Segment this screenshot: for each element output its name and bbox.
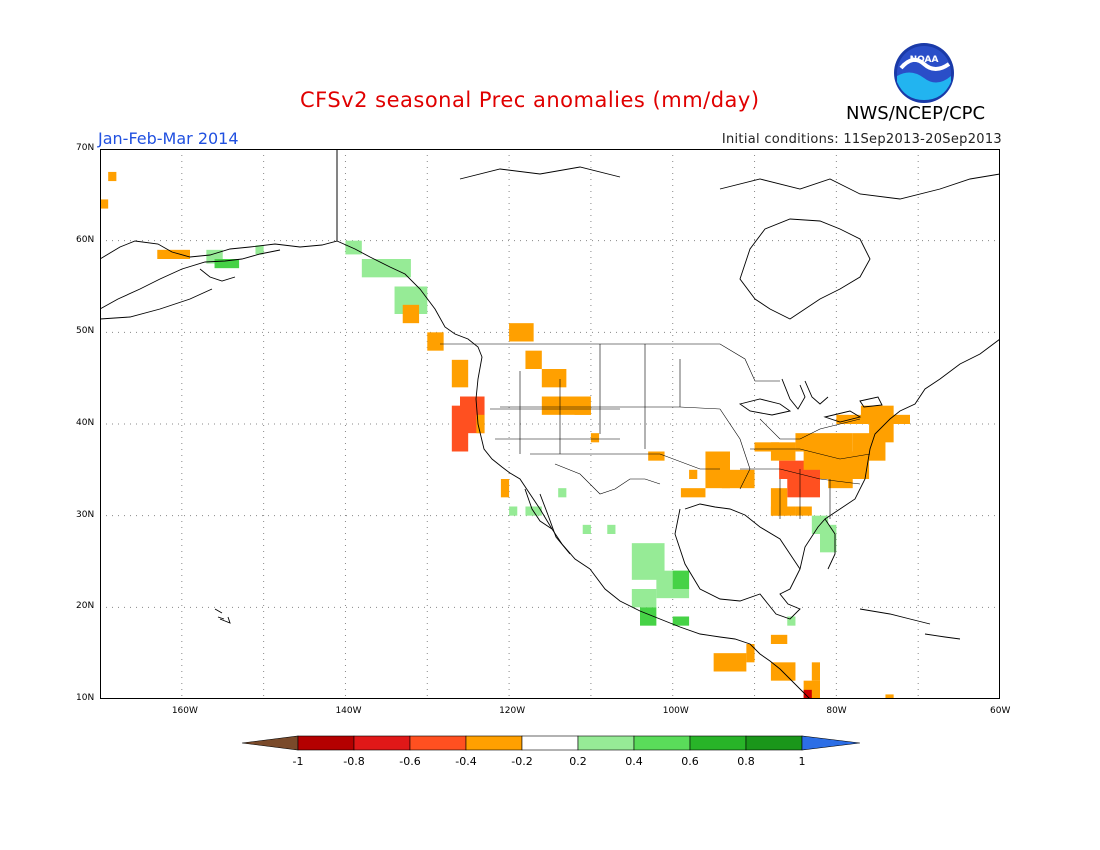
anomaly-cell-wet-medium — [214, 259, 240, 269]
anomaly-cell-dry-weak — [869, 424, 894, 443]
anomaly-cell-dry-weak — [754, 442, 780, 452]
colorbar-label: -0.8 — [343, 755, 364, 768]
anomaly-cell-dry-weak — [525, 350, 542, 369]
lat-label: 30N — [76, 509, 95, 520]
colorbar-segment — [521, 735, 579, 751]
organization-label: NWS/NCEP/CPC — [846, 103, 986, 124]
anomaly-cell-dry-weak — [713, 653, 747, 672]
colorbar-label: 1 — [799, 755, 806, 768]
anomaly-cell-wet-weak — [345, 240, 362, 255]
lat-label: 40N — [76, 418, 95, 428]
forecast-period: Jan-Feb-Mar 2014 — [98, 129, 239, 148]
colorbar-label: -1 — [293, 755, 304, 768]
lon-label: 140W — [335, 706, 362, 716]
anomaly-cell-dry-weak — [795, 433, 853, 452]
political-borders — [336, 149, 871, 519]
anomaly-cell-dry-weak — [427, 332, 444, 351]
colorbar-segment — [745, 735, 803, 751]
anomaly-cell-dry-strong — [803, 689, 812, 699]
anomaly-cell-dry-weak — [885, 694, 894, 699]
colorbar-segment — [353, 735, 411, 751]
noaa-logo: NOAA — [894, 43, 954, 103]
colorbar-label: 0.4 — [625, 755, 643, 768]
anomaly-cell-dry-weak — [402, 304, 420, 324]
colorbar-segment — [465, 735, 523, 751]
lon-label: 120W — [499, 706, 526, 716]
svg-text:NOAA: NOAA — [910, 55, 939, 65]
anomaly-cell-dry-weak — [574, 405, 591, 415]
anomaly-cell-wet-weak — [582, 524, 591, 534]
coastlines — [100, 149, 1000, 699]
anomaly-cell-dry-weak — [451, 359, 469, 388]
anomaly-cell-wet-weak — [631, 589, 657, 608]
precipitation-anomaly-map — [100, 149, 1000, 699]
anomaly-cell-dry-weak — [828, 469, 853, 489]
anomaly-cell-dry-weak — [746, 644, 755, 663]
anomaly-cell-dry-weak — [100, 199, 109, 209]
anomaly-cells — [100, 171, 910, 699]
lon-label: 100W — [662, 706, 689, 716]
colorbar-label: -0.2 — [511, 755, 532, 768]
anomaly-cell-dry-weak — [648, 451, 665, 461]
anomaly-cell-dry-weak — [885, 414, 910, 424]
lon-label: 160W — [171, 706, 198, 716]
lat-label: 10N — [76, 693, 95, 703]
anomaly-cell-dry-weak — [108, 171, 117, 182]
anomaly-cell-dry-weak — [476, 414, 485, 434]
lat-label: 60N — [76, 234, 95, 245]
colorbar-segment — [297, 735, 355, 751]
lon-label: 80W — [826, 706, 847, 716]
colorbar-segment — [409, 735, 467, 751]
colorbar-segment — [633, 735, 691, 751]
anomaly-cell-dry-weak — [811, 662, 820, 681]
lat-label: 50N — [76, 326, 95, 337]
anomaly-cell-dry-weak — [590, 433, 600, 443]
colorbar-label: 0.8 — [737, 755, 755, 768]
anomaly-cell-dry-weak — [795, 506, 812, 516]
map-title: CFSv2 seasonal Prec anomalies (mm/day) — [300, 88, 760, 112]
anomaly-cell-dry-medium — [787, 479, 820, 498]
anomaly-cell-dry-weak — [770, 442, 796, 461]
anomaly-cell-dry-weak — [509, 323, 534, 342]
colorbar-end-low — [241, 735, 299, 751]
anomaly-cell-dry-weak — [689, 469, 698, 479]
anomaly-cell-dry-medium — [451, 405, 469, 452]
colorbar-label: 0.6 — [681, 755, 699, 768]
anomaly-cell-wet-medium — [640, 607, 657, 626]
lon-label: 60W — [990, 706, 1011, 716]
initial-conditions: Initial conditions: 11Sep2013-20Sep2013 — [721, 132, 1002, 147]
colorbar-label: -0.6 — [399, 755, 420, 768]
anomaly-cell-dry-weak — [541, 369, 567, 388]
anomaly-cell-wet-weak — [255, 245, 264, 255]
anomaly-cell-wet-weak — [509, 506, 518, 516]
anomaly-cell-wet-weak — [787, 616, 796, 626]
anomaly-cell-wet-weak — [607, 524, 616, 534]
colorbar-segment — [577, 735, 635, 751]
lat-label: 70N — [76, 143, 95, 153]
colorbar-label: 0.2 — [569, 755, 587, 768]
colorbar-end-high — [801, 735, 860, 751]
lat-label: 20N — [76, 601, 95, 612]
anomaly-cell-dry-weak — [500, 479, 510, 498]
colorbar-label: -0.4 — [455, 755, 476, 768]
anomaly-cell-wet-medium — [672, 570, 690, 589]
anomaly-cell-dry-weak — [680, 488, 706, 498]
colorbar-segment — [689, 735, 747, 751]
anomaly-cell-wet-weak — [558, 488, 567, 498]
anomaly-cell-dry-weak — [770, 634, 788, 644]
anomaly-cell-dry-weak — [157, 249, 190, 259]
anomaly-cell-wet-medium — [672, 616, 690, 626]
anomaly-cell-wet-weak — [361, 259, 411, 278]
anomaly-cell-dry-weak — [836, 414, 870, 424]
anomaly-cell-dry-weak — [770, 506, 796, 516]
anomaly-cell-dry-weak — [721, 469, 755, 489]
colorbar: -1 -0.8 -0.6 -0.4 -0.2 0.2 0.4 0.6 0.8 1 — [241, 735, 860, 768]
